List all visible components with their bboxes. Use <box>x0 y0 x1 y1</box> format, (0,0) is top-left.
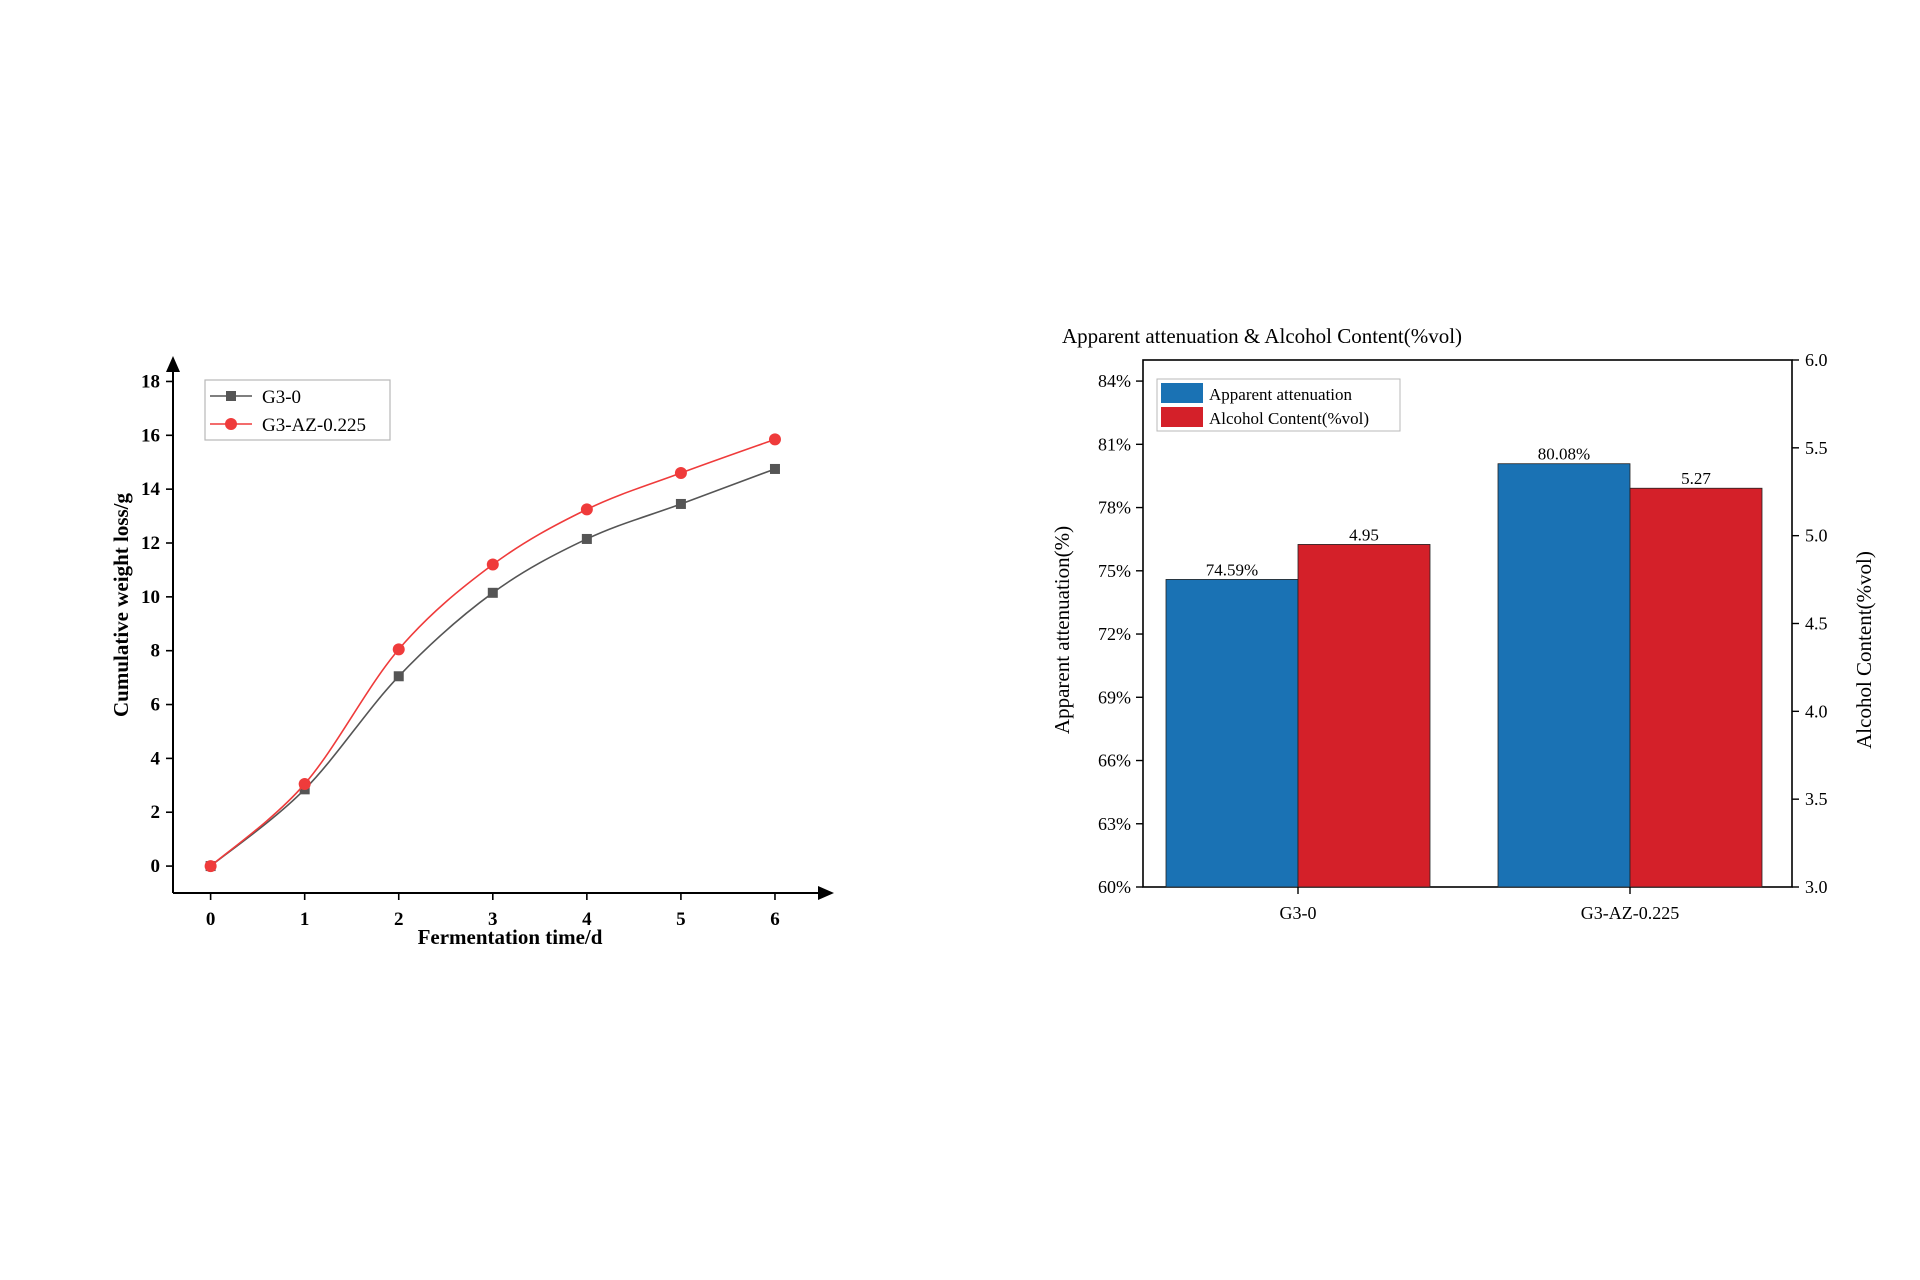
bar-value-label: 4.95 <box>1349 525 1379 544</box>
line-point-circle <box>486 558 499 571</box>
line-point-circle <box>298 777 311 790</box>
line-x-axis-arrow <box>818 886 834 900</box>
line-series-group <box>204 433 781 873</box>
legend-label-g3-0: G3-0 <box>262 387 301 408</box>
bar-right-y-tick-label: 3.5 <box>1805 789 1828 809</box>
line-legend-box <box>204 379 391 441</box>
bar-x-ticks: G3-0 G3-AZ-0.225 <box>1280 887 1679 923</box>
bar-alcohol <box>1629 487 1763 888</box>
bar-legend: Apparent attenuation Alcohol Content(%vo… <box>1156 378 1401 432</box>
line-series-1 <box>210 438 776 867</box>
line-x-tick-label: 5 <box>676 909 686 930</box>
line-point-square <box>487 587 498 598</box>
line-y-tick-label: 0 <box>151 856 161 877</box>
bar-right-y-tick-label: 5.5 <box>1805 438 1828 458</box>
bar-x-tick-label: G3-0 <box>1280 903 1317 923</box>
bar-left-y-tick-label: 69% <box>1098 687 1131 707</box>
line-x-ticks: 0 1 2 3 4 5 6 <box>206 893 780 930</box>
line-y-tick-label: 18 <box>141 371 160 392</box>
bar-right-y-ticks: 3.0 3.5 4.0 4.5 5.0 5.5 6.0 <box>1792 350 1828 897</box>
line-y-tick-label: 16 <box>141 425 160 446</box>
line-x-tick-label: 0 <box>206 909 216 930</box>
bar-left-y-tick-label: 78% <box>1098 498 1131 518</box>
bar-left-y-tick-label: 60% <box>1098 877 1131 897</box>
line-point-circle <box>674 467 687 479</box>
bar-left-y-tick-label: 72% <box>1098 624 1131 644</box>
bar-left-y-tick-label: 63% <box>1098 814 1131 834</box>
bar-right-y-tick-label: 5.0 <box>1805 526 1828 546</box>
line-point-square <box>393 671 404 682</box>
bar-right-axis-title: Alcohol Content(%vol) <box>1852 551 1876 749</box>
line-series-0 <box>210 468 776 867</box>
line-x-tick-label: 1 <box>300 909 310 930</box>
legend-marker-g3-0 <box>226 391 236 401</box>
bar-right-y-tick-label: 6.0 <box>1805 350 1828 370</box>
bar-chart-title: Apparent attenuation & Alcohol Content(%… <box>1062 324 1462 348</box>
line-legend: G3-0 G3-AZ-0.225 <box>204 379 391 441</box>
bar-chart: Apparent attenuation & Alcohol Content(%… <box>1050 324 1876 923</box>
line-x-tick-label: 6 <box>770 909 780 930</box>
line-y-tick-label: 10 <box>141 587 160 608</box>
bar-left-y-tick-label: 75% <box>1098 561 1131 581</box>
bar-left-y-ticks: 60% 63% 66% 69% 72% 75% 78% 81% 84% <box>1098 371 1143 897</box>
bar-left-y-tick-label: 84% <box>1098 371 1131 391</box>
line-point-square <box>581 533 592 544</box>
line-point-square <box>675 498 686 509</box>
line-x-tick-label: 4 <box>582 909 592 930</box>
line-y-tick-label: 6 <box>151 695 161 716</box>
line-y-axis-arrow <box>166 356 180 372</box>
legend-label-g3-az: G3-AZ-0.225 <box>262 415 366 436</box>
legend-swatch-alcohol <box>1161 407 1203 427</box>
line-x-tick-label: 2 <box>394 909 404 930</box>
bar-right-y-tick-label: 4.5 <box>1805 614 1828 634</box>
line-y-ticks: 0 2 4 6 8 10 12 14 16 18 <box>141 371 173 877</box>
line-y-tick-label: 2 <box>151 802 161 823</box>
line-y-tick-label: 8 <box>151 641 161 662</box>
bar-value-label: 74.59% <box>1206 560 1258 579</box>
legend-label-alcohol: Alcohol Content(%vol) <box>1209 409 1369 428</box>
bar-attenuation <box>1497 463 1631 888</box>
legend-label-attenuation: Apparent attenuation <box>1209 385 1353 404</box>
legend-marker-g3-az <box>225 418 237 430</box>
bar-attenuation <box>1165 579 1299 888</box>
line-x-tick-label: 3 <box>488 909 498 930</box>
bar-value-label: 80.08% <box>1538 445 1590 464</box>
bar-bars-group: 74.59% 4.95 80.08% 5.27 <box>1165 445 1763 888</box>
legend-swatch-attenuation <box>1161 383 1203 403</box>
line-y-tick-label: 14 <box>141 479 161 500</box>
line-point-circle <box>580 503 593 516</box>
bar-x-tick-label: G3-AZ-0.225 <box>1581 903 1679 923</box>
bar-alcohol <box>1297 544 1431 888</box>
line-y-tick-label: 4 <box>151 748 161 769</box>
line-point-circle <box>768 433 781 446</box>
bar-right-y-tick-label: 3.0 <box>1805 877 1828 897</box>
line-y-axis-title: Cumulative weight loss/g <box>109 493 133 718</box>
bar-left-axis-title: Apparent attenuation(%) <box>1050 526 1074 734</box>
line-point-circle <box>392 643 405 656</box>
line-point-square <box>769 463 780 474</box>
line-point-circle <box>204 860 217 873</box>
bar-right-y-tick-label: 4.0 <box>1805 701 1828 721</box>
bar-left-y-tick-label: 81% <box>1098 434 1131 454</box>
bar-left-y-tick-label: 66% <box>1098 751 1131 771</box>
line-x-axis-title: Fermentation time/d <box>418 925 603 949</box>
line-y-tick-label: 12 <box>141 533 160 554</box>
bar-value-label: 5.27 <box>1681 469 1711 488</box>
